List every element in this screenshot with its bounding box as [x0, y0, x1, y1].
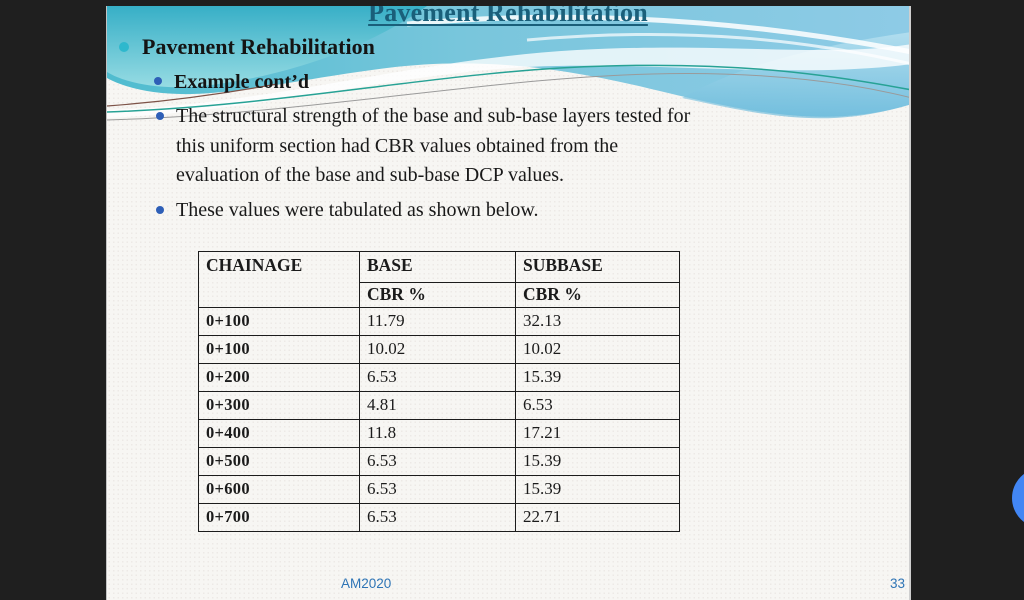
cbr-values-table: CHAINAGE BASE SUBBASE CBR % CBR % 0+100 … [198, 251, 680, 532]
bullet-paragraph: The structural strength of the base and … [156, 102, 876, 191]
cell-subbase-cbr: 15.39 [515, 447, 680, 476]
bullet-level2-example: Example cont’d [154, 68, 309, 96]
cell-subbase-cbr: 22.71 [515, 503, 680, 532]
cell-chainage: 0+100 [198, 307, 360, 336]
cell-base-cbr: 6.53 [359, 363, 516, 392]
bullet-dot-icon [156, 112, 164, 120]
footer-label: AM2020 [341, 576, 392, 591]
cell-base-cbr: 11.8 [359, 419, 516, 448]
table-row: 0+200 6.53 15.39 [198, 363, 680, 392]
bullet-dot-icon [156, 206, 164, 214]
paragraph-text: The structural strength of the base and … [176, 102, 876, 191]
bullet-level1-label: Pavement Rehabilitation [142, 34, 375, 59]
bullet-tabulated: These values were tabulated as shown bel… [156, 196, 538, 226]
table-row: 0+300 4.81 6.53 [198, 391, 680, 420]
header-wave-decoration [107, 6, 909, 121]
cell-subbase-cbr: 15.39 [515, 475, 680, 504]
cell-chainage: 0+100 [198, 335, 360, 364]
slide-canvas: Pavement Rehabilitation Pavement Rehabil… [106, 6, 911, 600]
cell-base-cbr: 10.02 [359, 335, 516, 364]
table-row: 0+600 6.53 15.39 [198, 475, 680, 504]
cell-base-cbr: 6.53 [359, 447, 516, 476]
cell-chainage: 0+500 [198, 447, 360, 476]
subheader-subbase-cbr: CBR % [515, 282, 680, 308]
bullet-dot-icon [154, 77, 162, 85]
column-header-base: BASE [359, 251, 516, 283]
slide-title: Pavement Rehabilitation [368, 6, 648, 27]
cell-subbase-cbr: 15.39 [515, 363, 680, 392]
cell-chainage: 0+300 [198, 391, 360, 420]
bullet-level1: Pavement Rehabilitation [119, 32, 375, 62]
paragraph-line: The structural strength of the base and … [176, 105, 691, 127]
cell-base-cbr: 4.81 [359, 391, 516, 420]
cell-chainage: 0+200 [198, 363, 360, 392]
column-header-subbase: SUBBASE [515, 251, 680, 283]
paragraph-line: evaluation of the base and sub-base DCP … [176, 164, 565, 186]
bullet-tabulated-label: These values were tabulated as shown bel… [176, 199, 539, 221]
bullet-level2-label: Example cont’d [174, 71, 309, 93]
cell-chainage: 0+700 [198, 503, 360, 532]
table-row: 0+100 11.79 32.13 [198, 307, 680, 336]
cell-subbase-cbr: 32.13 [515, 307, 680, 336]
table-row: 0+100 10.02 10.02 [198, 335, 680, 364]
bullet-dot-icon [119, 42, 129, 52]
subheader-base-cbr: CBR % [359, 282, 516, 308]
cell-base-cbr: 6.53 [359, 475, 516, 504]
table-header-row: CHAINAGE BASE SUBBASE [198, 251, 680, 308]
table-row: 0+500 6.53 15.39 [198, 447, 680, 476]
cell-subbase-cbr: 17.21 [515, 419, 680, 448]
page-number: 33 [889, 576, 905, 591]
cell-subbase-cbr: 6.53 [515, 391, 680, 420]
table-row: 0+700 6.53 22.71 [198, 503, 680, 532]
cell-base-cbr: 11.79 [359, 307, 516, 336]
cell-base-cbr: 6.53 [359, 503, 516, 532]
cell-subbase-cbr: 10.02 [515, 335, 680, 364]
column-header-chainage: CHAINAGE [198, 251, 360, 308]
table-row: 0+400 11.8 17.21 [198, 419, 680, 448]
cell-chainage: 0+400 [198, 419, 360, 448]
paragraph-line: this uniform section had CBR values obta… [176, 134, 619, 157]
cell-chainage: 0+600 [198, 475, 360, 504]
edge-panel-handle[interactable] [1012, 468, 1024, 528]
